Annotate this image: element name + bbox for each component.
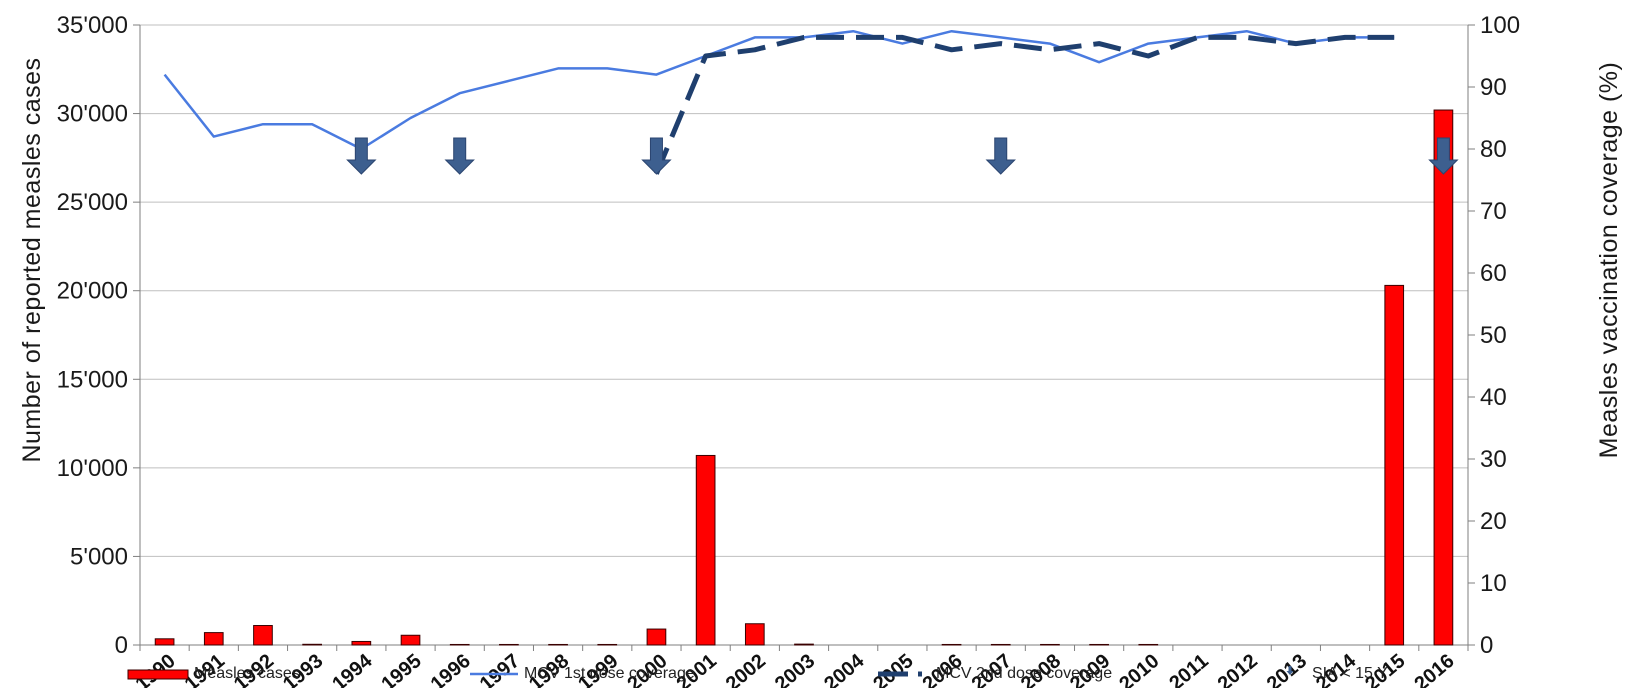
y2-tick-label: 90 [1480,74,1507,101]
x-tick-label: 2012 [1214,650,1262,688]
bar-1998 [548,643,568,646]
y-tick-label: 5'000 [70,543,128,570]
x-tick-label: 1996 [427,650,475,688]
sia-arrow-1996 [444,137,475,175]
bar-2006 [941,643,962,646]
bar-2003 [794,643,814,646]
bar-2016 [1433,109,1454,646]
bar-1990 [154,638,175,646]
bar-1992 [253,625,273,646]
bar-1997 [499,643,519,646]
right-y-ticks: 0 10 20 30 40 50 60 70 80 90 100 [1480,12,1520,659]
legend-swatch-measles [127,669,189,680]
x-tick-label: 2010 [1115,650,1163,688]
sia-arrow-2007 [985,137,1016,175]
y2-tick-label: 100 [1480,12,1520,39]
y-tick-label: 30'000 [57,101,128,128]
y-tick-label: 0 [115,632,128,659]
bar-2010 [1138,643,1159,646]
bar-1995 [400,634,421,646]
bar-2015 [1384,284,1405,646]
legend-label: MCV 1st dose coverage [524,665,695,682]
legend-swatch-sia [1286,666,1294,675]
y2-tick-label: 40 [1480,384,1507,411]
y-tick-label: 20'000 [57,278,128,305]
legend: Measles cases MCV 1st dose coverage MCV 2n… [127,665,1388,682]
y2-tick-label: 0 [1480,632,1493,659]
y-tick-label: 25'000 [57,189,128,216]
gridlines [140,24,1468,557]
sia-arrow-2000 [641,137,672,175]
x-tick-label: 1990 [132,650,180,688]
y2-axis-title: Measles vaccination coverage (%) [1595,62,1623,459]
line-mcv2 [654,34,1395,175]
bars [154,109,1454,646]
bar-2008 [1040,643,1060,646]
bar-2007 [990,643,1011,646]
bar-2009 [1089,643,1109,646]
legend-label: Measles cases [194,665,300,682]
x-ticks: 1990 1991 1992 1993 1994 1995 1996 1997 1998 1999… [132,649,1459,688]
y-tick-label: 15'000 [57,366,128,393]
y2-tick-label: 70 [1480,198,1507,225]
x-tick-label: 2013 [1263,650,1311,688]
left-y-ticks: 0 5'000 10'000 15'000 20'000 25'000 30'000 35'0… [57,12,128,659]
coverage-lines [163,29,1395,175]
y2-tick-label: 10 [1480,570,1507,597]
y2-tick-label: 50 [1480,322,1507,349]
y-axis-title: Number of reported measles cases [18,57,46,462]
line-mcv1 [163,29,1395,151]
y2-tick-label: 60 [1480,260,1507,287]
y2-tick-label: 30 [1480,446,1507,473]
x-tick-label: 2002 [722,650,770,688]
y2-tick-label: 20 [1480,508,1507,535]
axes [133,24,1475,651]
x-tick-label: 2011 [1165,650,1212,688]
x-tick-label: 2005 [869,650,917,688]
bar-2002 [744,623,765,646]
x-tick-label: 1995 [378,650,426,688]
legend-label: SIA < 15 Y [1312,665,1388,682]
legend-label: MCV 2nd dose coverage [936,665,1112,682]
bar-2001 [695,454,716,646]
bar-1996 [449,643,470,646]
bar-1991 [203,632,224,646]
bar-1993 [302,643,322,646]
sia-arrow-1994 [346,137,377,175]
sia-arrow-2016 [1428,137,1459,175]
x-tick-label: 2016 [1410,650,1458,688]
x-tick-label: 1997 [476,650,524,688]
x-tick-label: 2003 [771,650,819,688]
bar-2000 [646,628,667,646]
x-tick-label: 1994 [328,649,377,688]
y2-tick-label: 80 [1480,136,1507,163]
x-tick-label: 2004 [820,649,869,688]
bar-1994 [351,640,372,646]
y-tick-label: 10'000 [57,455,128,482]
y-tick-label: 35'000 [57,12,128,39]
bar-1999 [597,643,618,646]
sia-markers [346,137,1459,175]
